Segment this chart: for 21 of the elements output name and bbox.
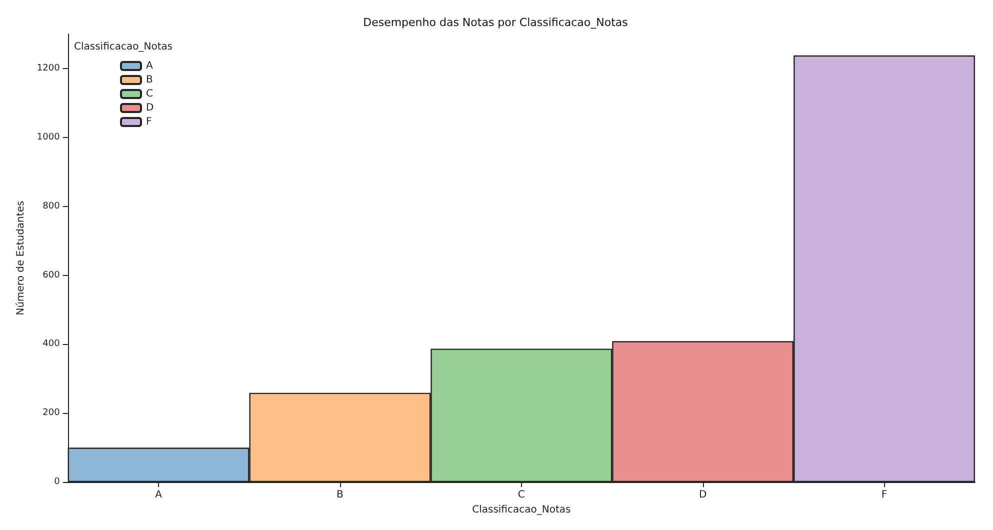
x-tick-label: B <box>336 490 344 501</box>
y-tick-label: 0 <box>54 477 60 488</box>
legend-label: C <box>146 88 153 100</box>
legend-label: D <box>146 102 154 114</box>
x-tick-label: C <box>518 490 525 501</box>
y-tick-label: 1000 <box>36 132 60 142</box>
x-tick-label: F <box>881 490 888 501</box>
y-tick-label: 800 <box>42 201 60 212</box>
y-tick-label: 1200 <box>36 63 60 74</box>
x-tick-label: D <box>698 490 707 501</box>
y-tick-label: 600 <box>42 270 60 280</box>
y-axis-title: Número de Estudantes <box>16 200 26 316</box>
legend-title: Classificacao_Notas <box>74 42 173 52</box>
y-tick-label: 200 <box>42 408 60 418</box>
x-axis-title: Classificacao_Notas <box>472 504 571 516</box>
x-tick-label: A <box>155 490 162 501</box>
chart-title: Desempenho das Notas por Classificacao_Notas <box>363 16 628 29</box>
legend-label: A <box>146 60 153 72</box>
legend-label: F <box>146 116 152 128</box>
y-tick-label: 400 <box>42 339 60 350</box>
legend-label: B <box>146 74 153 86</box>
